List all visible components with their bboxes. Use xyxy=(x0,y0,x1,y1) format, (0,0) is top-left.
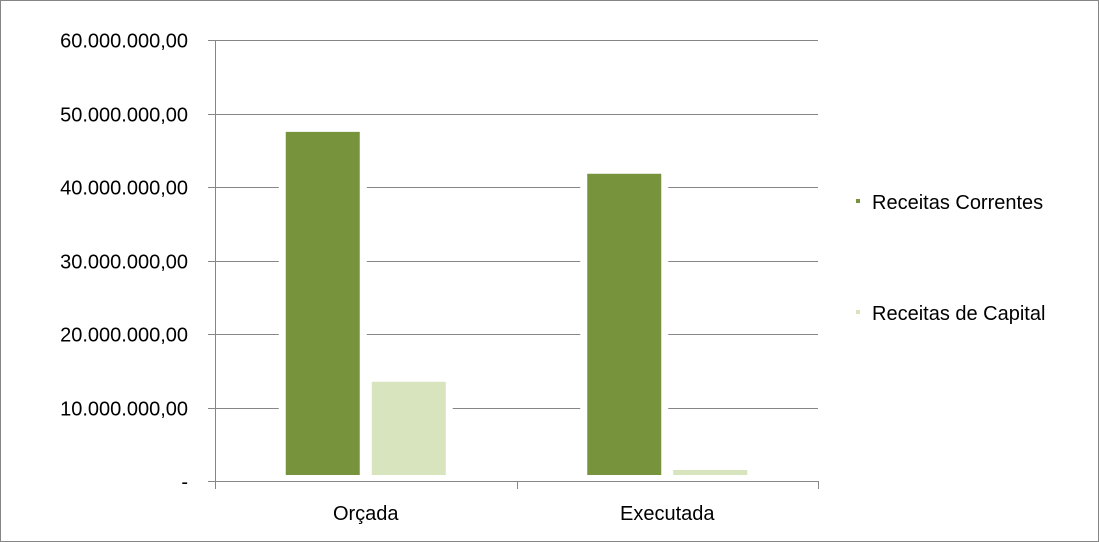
y-tick-label: 30.000.000,00 xyxy=(60,252,188,274)
y-tick-label: 10.000.000,00 xyxy=(60,399,188,421)
x-tick-label: Executada xyxy=(620,503,715,525)
bar-receitas-correntes xyxy=(587,173,662,475)
legend-swatch xyxy=(856,199,860,203)
x-tick-label: Orçada xyxy=(333,503,399,525)
y-tick-label: 40.000.000,00 xyxy=(60,178,188,200)
y-tick-label: 20.000.000,00 xyxy=(60,325,188,347)
bar-receitas-correntes xyxy=(285,131,360,475)
bar-receitas-de-capital xyxy=(673,469,748,475)
legend-label: Receitas de Capital xyxy=(872,303,1045,325)
legend-swatch xyxy=(856,310,860,314)
y-tick-label: 60.000.000,00 xyxy=(60,31,188,53)
bars xyxy=(278,124,755,475)
legend: Receitas Correntes Receitas de Capital xyxy=(856,192,1045,325)
y-tick-label: 50.000.000,00 xyxy=(60,105,188,127)
bar-receitas-de-capital xyxy=(371,381,446,475)
axes: - 10.000.000,00 20.000.000,00 30.000.000,00… xyxy=(60,31,819,525)
y-tick-label: - xyxy=(181,472,188,494)
legend-label: Receitas Correntes xyxy=(872,192,1043,214)
